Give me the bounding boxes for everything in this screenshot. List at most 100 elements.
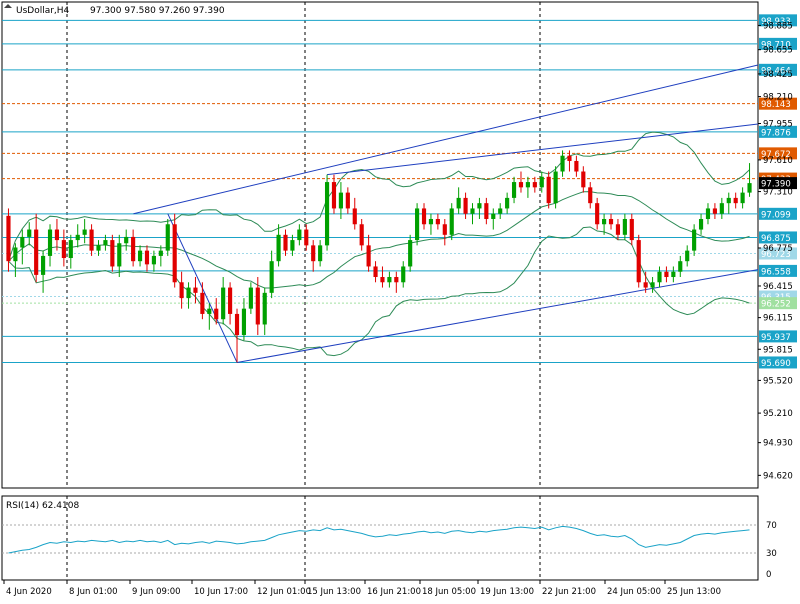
candle-body-102	[712, 208, 717, 214]
candle-body-89	[622, 218, 627, 235]
candle-body-53	[373, 266, 378, 278]
candle-body-22	[158, 250, 163, 256]
band-lower-line	[8, 226, 750, 357]
level-tag-5	[759, 147, 797, 160]
y-tick-label-1: 98.655	[763, 46, 793, 56]
candle-body-30	[214, 308, 219, 320]
trend-channel-lower	[236, 269, 759, 363]
level-tag-14	[759, 356, 797, 369]
level-tag-3	[759, 97, 797, 110]
candle-body-25	[179, 282, 184, 299]
candle-body-19	[137, 250, 143, 262]
candle-body-95	[664, 271, 669, 278]
candle-body-72	[505, 197, 510, 209]
candle-body-66	[463, 197, 468, 214]
candle-body-49	[345, 192, 350, 209]
level-tag-1	[759, 37, 797, 50]
candle-body-31	[221, 287, 226, 320]
candle-body-28	[200, 292, 205, 314]
rsi-tick-label-1: 30	[766, 549, 777, 559]
candle-body-18	[131, 236, 136, 262]
candle-body-33	[234, 313, 240, 336]
candle-body-70	[491, 213, 496, 219]
candle-body-77	[539, 176, 544, 188]
y-tick-label-11: 95.520	[763, 376, 793, 386]
current-price-tag	[759, 177, 797, 190]
candle-body-63	[442, 224, 447, 235]
trend-channel-mid	[326, 123, 759, 176]
rsi-label: RSI(14) 62.4108	[6, 501, 79, 511]
candle-body-26	[186, 287, 191, 299]
candle-body-79	[553, 171, 558, 204]
x-tick-label-8: 19 Jun 13:00	[480, 587, 534, 597]
candle-body-59	[415, 208, 420, 241]
candle-body-16	[117, 243, 122, 267]
y-tick-label-8: 96.415	[763, 282, 793, 292]
level-label-14: 95.690	[761, 359, 791, 369]
trend-channel-upper	[133, 64, 759, 215]
candle-body-104	[726, 197, 731, 204]
level-label-4: 97.876	[761, 128, 791, 138]
rsi-tick-label-2: 0	[766, 570, 771, 580]
main-panel-frame	[1, 1, 759, 489]
y-tick-label-4: 97.955	[763, 120, 793, 130]
candle-body-11	[82, 229, 87, 235]
candle-body-46	[324, 182, 330, 246]
candle-body-20	[144, 250, 150, 265]
level-tag-10	[759, 264, 797, 277]
candle-body-8	[61, 240, 66, 259]
candle-body-0	[6, 215, 11, 262]
candle-body-100	[698, 218, 704, 230]
candle-body-99	[692, 229, 697, 251]
level-tag-7	[759, 207, 797, 220]
level-label-9: 96.723	[761, 250, 791, 260]
level-label-8: 96.875	[761, 234, 791, 244]
y-tick-label-2: 98.425	[763, 70, 793, 80]
candle-body-5	[41, 255, 46, 275]
candle-body-107	[747, 183, 752, 193]
x-tick-label-6: 16 Jun 21:00	[367, 587, 421, 597]
level-label-12: 96.252	[761, 300, 791, 310]
candle-body-84	[588, 187, 593, 204]
x-tick-label-2: 9 Jun 09:00	[132, 587, 181, 597]
candle-body-58	[408, 240, 413, 267]
candle-body-42	[297, 229, 302, 241]
candle-body-54	[380, 277, 385, 283]
candle-body-87	[608, 218, 614, 225]
candle-body-7	[54, 229, 60, 241]
candle-body-85	[595, 203, 600, 225]
candle-body-44	[311, 245, 316, 262]
level-label-0: 98.933	[761, 17, 791, 27]
level-tag-12	[759, 297, 797, 310]
candle-body-50	[352, 208, 357, 225]
y-tick-label-0: 98.885	[763, 21, 793, 31]
candle-body-48	[338, 192, 343, 209]
current-price-label: 97.390	[761, 180, 791, 190]
x-tick-label-7: 18 Jun 05:00	[422, 587, 476, 597]
x-tick-label-4: 12 Jun 01:00	[257, 587, 311, 597]
candle-body-14	[103, 240, 108, 246]
y-tick-label-5: 97.610	[763, 156, 793, 166]
candle-body-57	[401, 266, 406, 283]
candle-body-40	[283, 234, 288, 251]
candle-body-13	[96, 245, 101, 251]
candle-body-88	[615, 224, 621, 235]
candle-body-64	[449, 208, 454, 235]
candle-body-37	[262, 292, 267, 325]
level-label-5: 97.672	[761, 150, 791, 160]
symbol-label: UsDollar,H4	[16, 6, 70, 16]
level-tag-0	[759, 14, 797, 27]
level-label-2: 98.464	[761, 66, 791, 76]
candle-body-76	[532, 182, 537, 188]
y-tick-label-10: 95.815	[763, 345, 793, 355]
candle-body-80	[560, 155, 565, 172]
x-tick-label-11: 25 Jun 13:00	[667, 587, 721, 597]
candle-body-69	[484, 203, 489, 219]
candle-body-2	[20, 236, 25, 248]
y-tick-label-9: 96.115	[763, 314, 793, 324]
candle-body-105	[733, 197, 738, 204]
y-tick-label-7: 96.775	[763, 244, 793, 254]
candle-body-23	[165, 224, 170, 251]
x-tick-label-10: 24 Jun 05:00	[607, 587, 661, 597]
